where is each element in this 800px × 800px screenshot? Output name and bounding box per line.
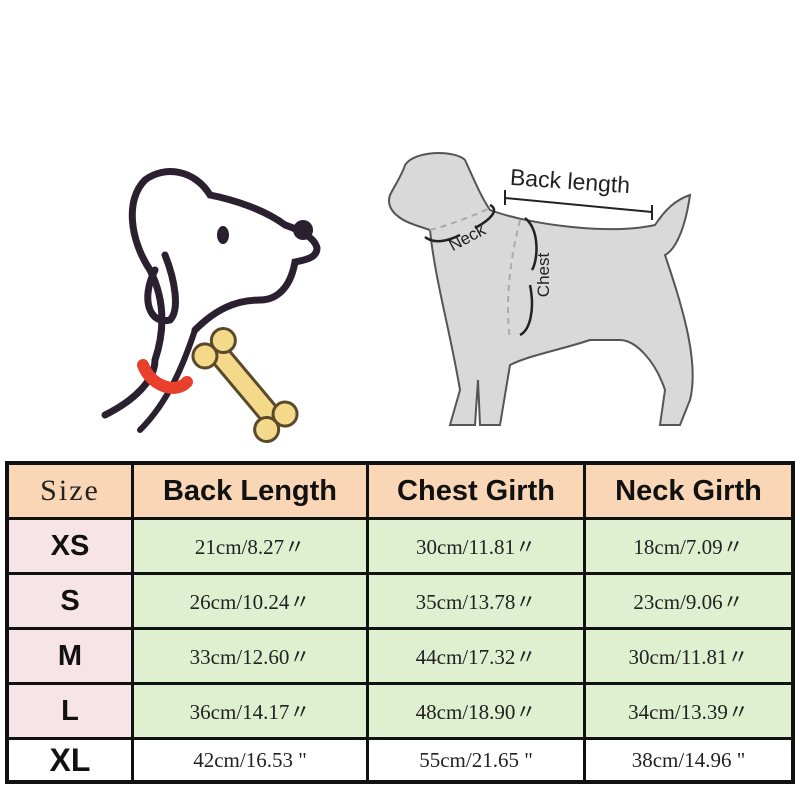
dog-eye <box>217 226 229 244</box>
table-row: M 33cm/12.60〃 44cm/17.32〃 30cm/11.81〃 <box>5 627 795 685</box>
header-chest-girth: Chest Girth <box>366 461 586 520</box>
table-row: XS 21cm/8.27〃 30cm/11.81〃 18cm/7.09〃 <box>5 517 795 575</box>
chest-cell: 48cm/18.90〃 <box>366 682 586 740</box>
size-cell: XS <box>5 517 134 575</box>
size-cell: XL <box>5 737 134 784</box>
back-cell: 21cm/8.27〃 <box>131 517 369 575</box>
header-back-length: Back Length <box>131 461 369 520</box>
neck-cell: 38cm/14.96 " <box>583 737 795 784</box>
chest-cell: 55cm/21.65 " <box>366 737 586 784</box>
neck-cell: 30cm/11.81〃 <box>583 627 795 685</box>
neck-cell: 34cm/13.39〃 <box>583 682 795 740</box>
back-cell: 36cm/14.17〃 <box>131 682 369 740</box>
size-cell: L <box>5 682 134 740</box>
back-cell: 33cm/12.60〃 <box>131 627 369 685</box>
size-cell: M <box>5 627 134 685</box>
chest-label: Chest <box>534 252 554 298</box>
collar <box>137 359 193 394</box>
size-chart-table: Size Back Length Chest Girth Neck Girth … <box>5 461 795 784</box>
header-size: Size <box>5 461 134 520</box>
measurement-dog-silhouette <box>388 152 694 426</box>
cartoon-dog-illustration <box>101 168 321 443</box>
back-cell: 42cm/16.53 " <box>131 737 369 784</box>
back-cell: 26cm/10.24〃 <box>131 572 369 630</box>
size-cell: S <box>5 572 134 630</box>
chest-cell: 35cm/13.78〃 <box>366 572 586 630</box>
neck-cell: 23cm/9.06〃 <box>583 572 795 630</box>
chest-cell: 44cm/17.32〃 <box>366 627 586 685</box>
table-row: L 36cm/14.17〃 48cm/18.90〃 34cm/13.39〃 <box>5 682 795 740</box>
table-row: XL 42cm/16.53 " 55cm/21.65 " 38cm/14.96 " <box>5 737 795 784</box>
table-header-row: Size Back Length Chest Girth Neck Girth <box>5 461 795 520</box>
header-neck-girth: Neck Girth <box>583 461 795 520</box>
neck-cell: 18cm/7.09〃 <box>583 517 795 575</box>
bone-icon <box>191 327 299 443</box>
table-row: S 26cm/10.24〃 35cm/13.78〃 23cm/9.06〃 <box>5 572 795 630</box>
chest-cell: 30cm/11.81〃 <box>366 517 586 575</box>
